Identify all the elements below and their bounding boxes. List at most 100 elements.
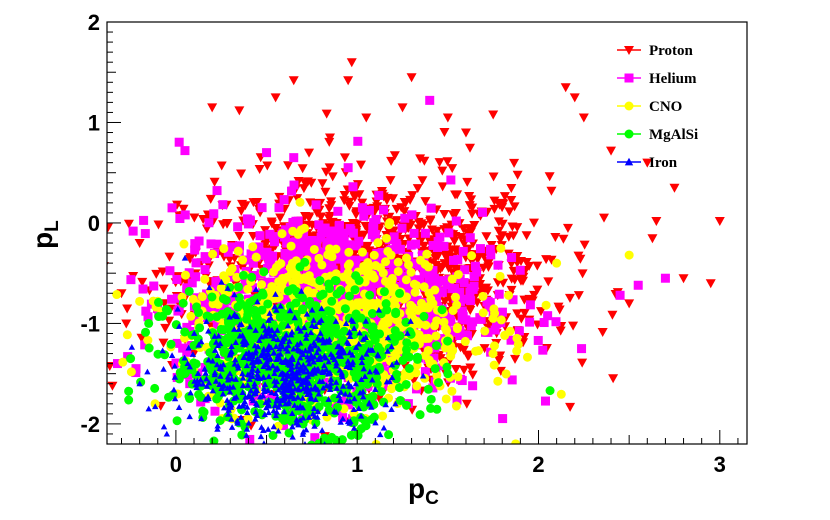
point-proton <box>326 197 337 207</box>
point-iron <box>308 322 316 329</box>
point-iron <box>184 360 191 366</box>
point-iron <box>253 401 261 408</box>
point-iron <box>265 402 272 409</box>
point-helium <box>322 377 332 387</box>
point-helium <box>433 277 443 287</box>
point-iron <box>349 351 356 358</box>
point-helium <box>165 266 175 276</box>
point-cno <box>383 318 393 328</box>
point-iron <box>384 334 392 341</box>
point-proton <box>564 293 575 303</box>
point-helium <box>312 271 322 281</box>
point-iron <box>240 354 247 360</box>
point-helium <box>219 303 229 313</box>
point-mgalsi <box>391 307 401 317</box>
point-cno <box>383 246 393 256</box>
point-proton <box>509 275 520 285</box>
point-iron <box>230 312 238 319</box>
legend-marker-helium <box>624 73 634 83</box>
point-iron <box>337 389 345 395</box>
point-proton <box>442 157 453 167</box>
point-iron <box>297 354 304 361</box>
point-mgalsi <box>404 363 414 373</box>
point-cno <box>409 279 419 289</box>
point-helium <box>379 205 389 215</box>
point-mgalsi <box>434 378 444 388</box>
point-helium <box>414 275 424 285</box>
point-iron <box>336 396 344 403</box>
point-iron <box>300 428 307 435</box>
point-iron <box>216 365 223 372</box>
point-mgalsi <box>301 457 310 466</box>
point-proton <box>554 305 565 315</box>
point-iron <box>288 328 296 335</box>
point-mgalsi <box>124 395 134 405</box>
point-iron <box>277 350 284 357</box>
point-iron <box>273 408 281 415</box>
point-helium <box>508 295 518 305</box>
point-mgalsi <box>379 287 389 297</box>
point-helium <box>452 395 462 405</box>
point-helium <box>316 232 326 242</box>
point-helium <box>428 266 438 276</box>
point-proton <box>439 128 450 138</box>
point-iron <box>136 380 143 387</box>
point-cno <box>369 250 379 260</box>
point-iron <box>199 380 207 387</box>
point-cno <box>373 238 383 248</box>
point-iron <box>271 331 278 337</box>
point-helium <box>112 359 122 369</box>
point-helium <box>468 381 478 391</box>
point-cno <box>511 439 521 444</box>
point-mgalsi <box>410 341 420 351</box>
y-axis-title: pL <box>27 220 63 249</box>
point-iron <box>243 362 251 369</box>
point-iron <box>299 431 307 437</box>
point-helium <box>174 137 184 147</box>
point-iron <box>372 367 379 374</box>
point-iron <box>310 358 317 365</box>
point-proton <box>439 209 450 219</box>
point-iron <box>265 397 272 403</box>
point-cno <box>431 331 441 341</box>
point-helium <box>348 182 358 192</box>
point-proton <box>442 113 453 123</box>
point-iron <box>350 406 358 412</box>
point-helium <box>466 321 476 331</box>
point-iron <box>261 411 268 418</box>
point-iron <box>159 347 166 354</box>
legend-entry-proton: Proton <box>617 43 694 59</box>
point-cno <box>416 255 426 265</box>
point-helium <box>128 226 138 236</box>
point-iron <box>239 370 246 377</box>
point-iron <box>310 405 318 412</box>
point-iron <box>220 361 227 368</box>
point-helium <box>391 239 401 249</box>
point-proton <box>434 158 445 168</box>
point-helium <box>525 300 535 310</box>
point-iron <box>209 387 217 394</box>
point-proton <box>343 76 354 86</box>
point-iron <box>181 254 189 261</box>
point-cno <box>327 252 337 262</box>
point-helium <box>369 222 379 232</box>
point-helium <box>210 285 220 295</box>
point-helium <box>285 222 295 232</box>
point-iron <box>352 344 360 350</box>
point-mgalsi <box>365 290 375 300</box>
point-proton <box>297 164 308 174</box>
point-helium <box>357 285 367 295</box>
point-mgalsi <box>373 342 383 352</box>
point-iron <box>388 374 396 381</box>
point-iron <box>311 413 318 419</box>
point-proton <box>516 256 527 266</box>
point-mgalsi <box>124 386 134 396</box>
point-iron <box>300 324 308 331</box>
point-helium <box>493 260 503 270</box>
point-iron <box>289 423 296 430</box>
point-iron <box>362 317 370 324</box>
point-helium <box>140 229 150 239</box>
point-helium <box>383 268 393 278</box>
point-iron <box>303 335 310 341</box>
